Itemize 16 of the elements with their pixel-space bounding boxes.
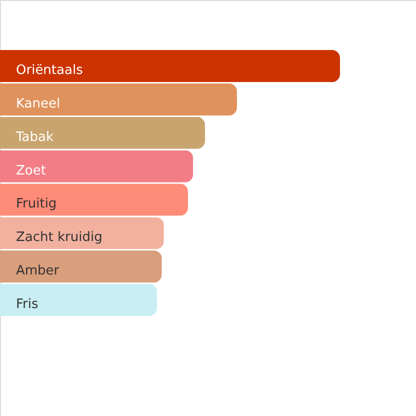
bar — [0, 50, 340, 82]
y-tick-label: Fruitig — [16, 196, 57, 212]
bar — [0, 150, 194, 182]
y-tick-label: Zoet — [16, 163, 46, 178]
y-tick-label: Fris — [16, 296, 38, 312]
bar — [0, 284, 158, 316]
bar — [0, 217, 164, 250]
bar — [0, 83, 237, 116]
bar — [0, 250, 162, 283]
bar — [0, 184, 188, 216]
y-tick-label: Oriëntaals — [16, 63, 84, 78]
y-tick-label: Tabak — [15, 130, 54, 145]
y-tick-label: Zacht kruidig — [16, 230, 102, 246]
y-tick-label: Kaneel — [16, 96, 60, 112]
y-tick-label: Amber — [16, 264, 60, 279]
bar — [0, 116, 206, 149]
